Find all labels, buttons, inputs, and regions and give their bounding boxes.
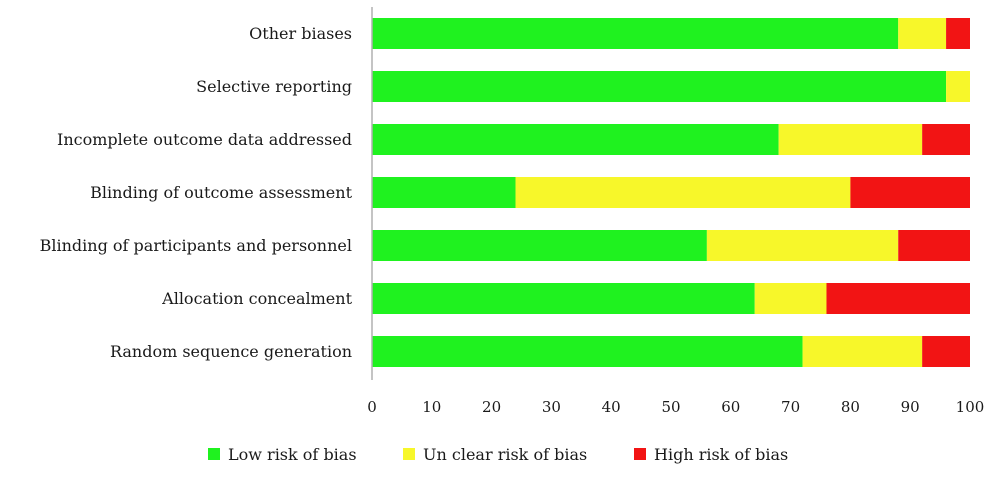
bar-incomplete-outcome-data-addressed-un-clear-risk-of-bias bbox=[778, 124, 923, 155]
category-label-blinding-of-participants-and-personnel: Blinding of participants and personnel bbox=[40, 236, 352, 255]
legend-label-low-risk-of-bias: Low risk of bias bbox=[228, 445, 357, 464]
bar-random-sequence-generation-un-clear-risk-of-bias bbox=[802, 336, 923, 367]
legend-label-high-risk-of-bias: High risk of bias bbox=[654, 445, 788, 464]
legend-swatch-un-clear-risk-of-bias bbox=[403, 448, 415, 460]
category-label-other-biases: Other biases bbox=[249, 24, 352, 43]
bar-blinding-of-participants-and-personnel-high-risk-of-bias bbox=[898, 230, 970, 261]
bars-group bbox=[372, 18, 970, 367]
x-tick-label-0: 0 bbox=[367, 398, 377, 416]
bar-random-sequence-generation-high-risk-of-bias bbox=[922, 336, 970, 367]
x-tick-label-50: 50 bbox=[661, 398, 680, 416]
bar-blinding-of-participants-and-personnel-un-clear-risk-of-bias bbox=[706, 230, 899, 261]
bar-other-biases-low-risk-of-bias bbox=[372, 18, 899, 49]
x-tick-label-20: 20 bbox=[482, 398, 501, 416]
x-tick-label-100: 100 bbox=[956, 398, 985, 416]
bar-blinding-of-outcome-assessment-high-risk-of-bias bbox=[850, 177, 970, 208]
bar-allocation-concealment-low-risk-of-bias bbox=[372, 283, 755, 314]
category-label-blinding-of-outcome-assessment: Blinding of outcome assessment bbox=[90, 183, 352, 202]
x-tick-labels: 0 10 20 30 40 50 60 70 80 90 100 bbox=[367, 398, 984, 416]
x-tick-label-80: 80 bbox=[841, 398, 860, 416]
x-tick-label-40: 40 bbox=[602, 398, 621, 416]
legend-label-un-clear-risk-of-bias: Un clear risk of bias bbox=[423, 445, 587, 464]
legend: Low risk of bias Un clear risk of bias Hig… bbox=[208, 445, 788, 464]
category-label-selective-reporting: Selective reporting bbox=[196, 77, 352, 96]
x-tick-label-60: 60 bbox=[721, 398, 740, 416]
bar-other-biases-high-risk-of-bias bbox=[946, 18, 970, 49]
category-labels: Other biases Selective reporting Incomplet… bbox=[40, 24, 353, 361]
x-tick-label-10: 10 bbox=[422, 398, 441, 416]
bar-incomplete-outcome-data-addressed-high-risk-of-bias bbox=[922, 124, 970, 155]
category-label-allocation-concealment: Allocation concealment bbox=[161, 289, 352, 308]
bar-incomplete-outcome-data-addressed-low-risk-of-bias bbox=[372, 124, 779, 155]
legend-swatch-high-risk-of-bias bbox=[634, 448, 646, 460]
bar-allocation-concealment-un-clear-risk-of-bias bbox=[754, 283, 827, 314]
x-tick-label-70: 70 bbox=[781, 398, 800, 416]
bar-other-biases-un-clear-risk-of-bias bbox=[898, 18, 947, 49]
bar-selective-reporting-un-clear-risk-of-bias bbox=[946, 71, 970, 102]
bar-blinding-of-outcome-assessment-low-risk-of-bias bbox=[372, 177, 516, 208]
category-label-random-sequence-generation: Random sequence generation bbox=[110, 342, 352, 361]
legend-swatch-low-risk-of-bias bbox=[208, 448, 220, 460]
x-tick-label-30: 30 bbox=[542, 398, 561, 416]
bar-blinding-of-outcome-assessment-un-clear-risk-of-bias bbox=[515, 177, 851, 208]
x-tick-label-90: 90 bbox=[901, 398, 920, 416]
bar-blinding-of-participants-and-personnel-low-risk-of-bias bbox=[372, 230, 707, 261]
bar-allocation-concealment-high-risk-of-bias bbox=[826, 283, 970, 314]
category-label-incomplete-outcome-data-addressed: Incomplete outcome data addressed bbox=[57, 130, 352, 149]
bar-selective-reporting-low-risk-of-bias bbox=[372, 71, 947, 102]
bar-random-sequence-generation-low-risk-of-bias bbox=[372, 336, 803, 367]
